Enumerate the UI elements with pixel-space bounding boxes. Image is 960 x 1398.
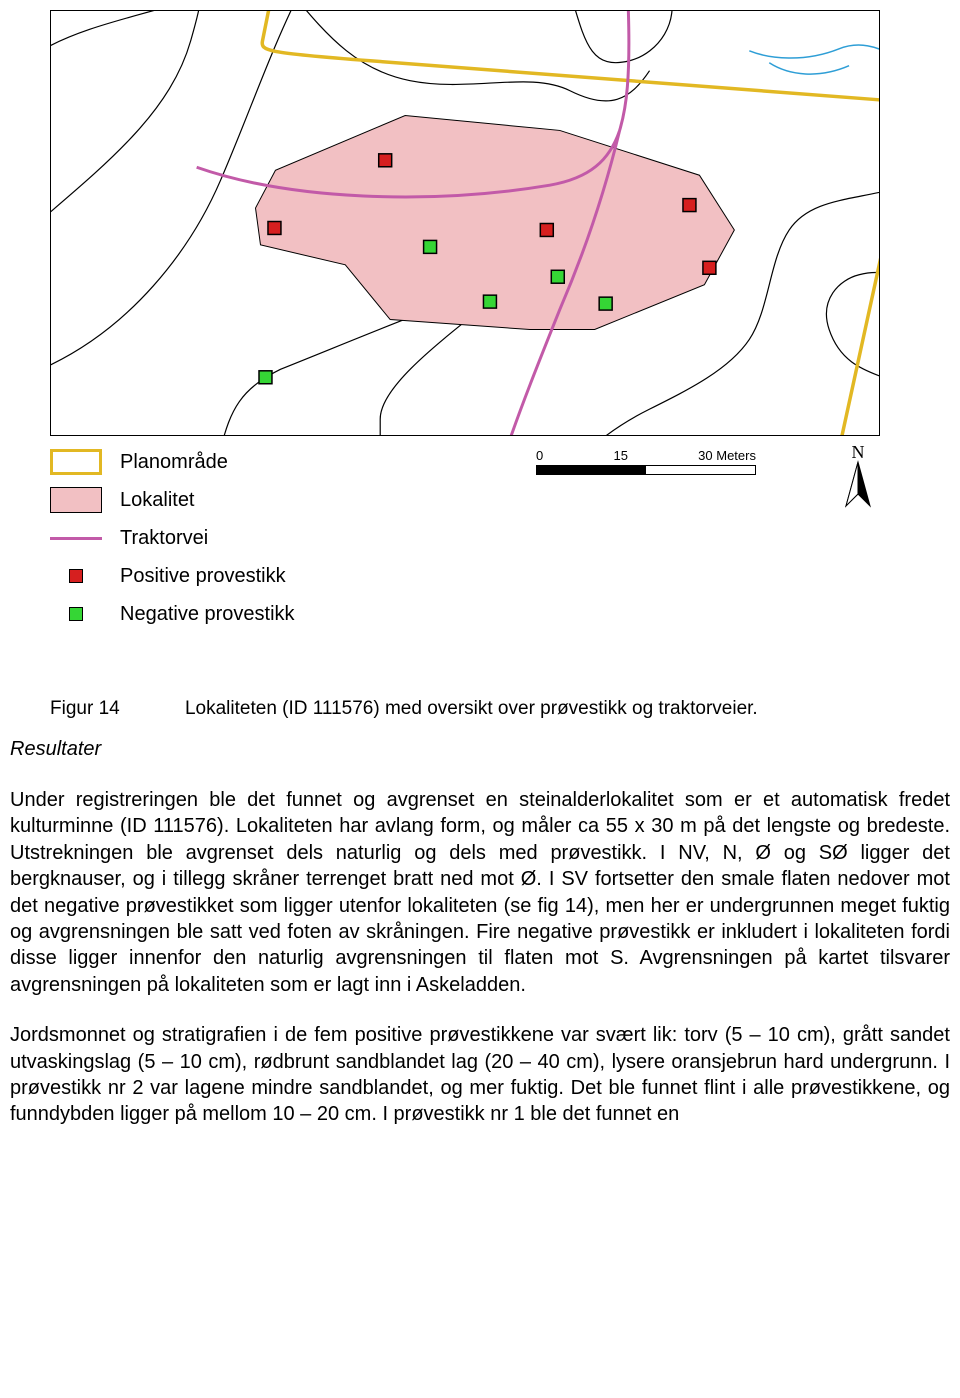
north-arrow-icon: N xyxy=(836,444,880,522)
legend-label: Planområde xyxy=(120,451,228,474)
legend-and-scale: Planområde Lokalitet Traktorvei Positive pr… xyxy=(50,448,880,638)
scalebar-seg-1 xyxy=(646,466,755,474)
legend-label: Lokalitet xyxy=(120,489,195,512)
scale-label-0: 0 xyxy=(536,448,543,463)
legend-label: Positive provestikk xyxy=(120,565,286,588)
scale-and-north: 0 15 30 Meters N xyxy=(536,448,880,522)
legend-swatch xyxy=(69,569,83,583)
legend-item: Lokalitet xyxy=(50,486,295,514)
legend: Planområde Lokalitet Traktorvei Positive pr… xyxy=(50,448,295,638)
paragraph-2: Jordsmonnet og stratigrafien i de fem po… xyxy=(10,1022,950,1128)
legend-swatch xyxy=(50,449,102,475)
figure-caption: Figur 14 Lokaliteten (ID 111576) med ove… xyxy=(50,698,950,720)
legend-swatch xyxy=(50,537,102,540)
legend-item: Traktorvei xyxy=(50,524,295,552)
figure-number: Figur 14 xyxy=(50,698,120,720)
legend-item: Negative provestikk xyxy=(50,600,295,628)
legend-swatch xyxy=(50,487,102,513)
scale-label-1: 15 xyxy=(613,448,627,463)
section-heading: Resultater xyxy=(10,738,950,761)
scalebar-bar xyxy=(536,465,756,475)
scalebar: 0 15 30 Meters xyxy=(536,448,756,475)
map-svg xyxy=(51,11,879,435)
legend-swatch xyxy=(69,607,83,621)
legend-label: Traktorvei xyxy=(120,527,208,550)
scale-label-2: 30 Meters xyxy=(698,448,756,463)
scalebar-seg-0 xyxy=(537,466,646,474)
north-arrow-half xyxy=(846,462,858,506)
north-label: N xyxy=(852,444,865,462)
body-text: Under registreringen ble det funnet og a… xyxy=(10,787,950,1128)
figure-caption-text: Lokaliteten (ID 111576) med oversikt ove… xyxy=(185,698,758,719)
legend-item: Positive provestikk xyxy=(50,562,295,590)
legend-item: Planområde xyxy=(50,448,295,476)
paragraph-1: Under registreringen ble det funnet og a… xyxy=(10,787,950,998)
legend-label: Negative provestikk xyxy=(120,603,295,626)
map-figure xyxy=(50,10,880,436)
